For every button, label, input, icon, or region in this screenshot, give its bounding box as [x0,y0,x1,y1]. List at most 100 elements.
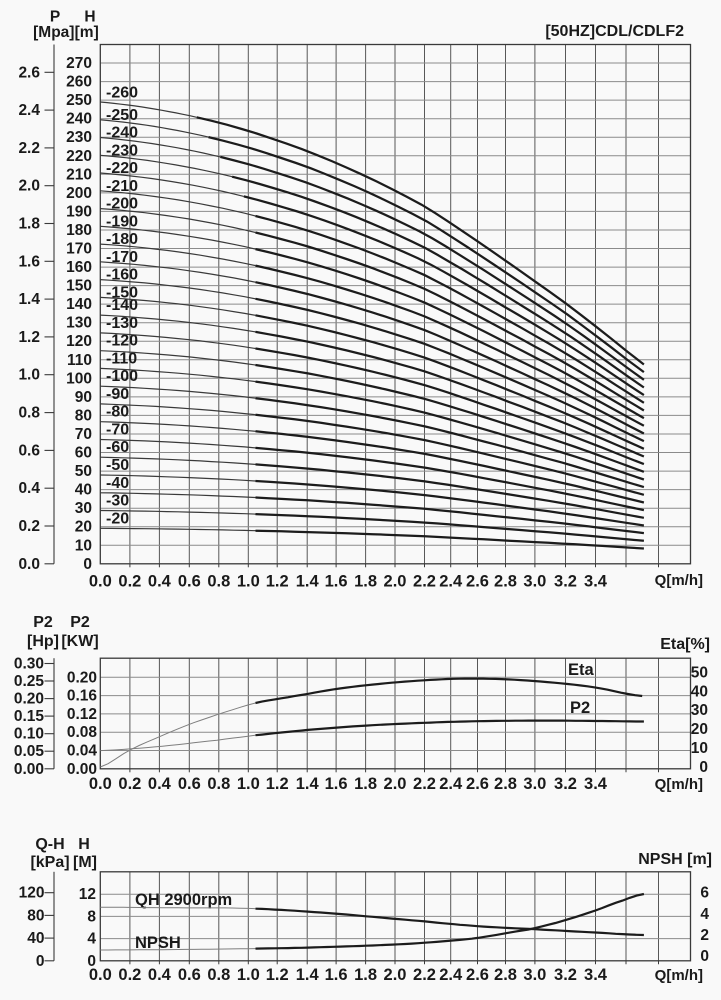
svg-text:[Hp]: [Hp] [27,633,59,650]
svg-text:2.0: 2.0 [384,775,407,793]
svg-text:270: 270 [66,55,92,72]
svg-text:1.8: 1.8 [354,573,377,591]
svg-text:0.4: 0.4 [148,966,172,984]
svg-text:0.25: 0.25 [14,673,45,690]
svg-text:3.0: 3.0 [523,573,546,591]
svg-text:0: 0 [700,948,709,965]
svg-text:2.4: 2.4 [18,102,40,119]
svg-text:NPSH [m]: NPSH [m] [638,851,712,868]
svg-text:1.2: 1.2 [18,329,40,346]
svg-text:-150: -150 [106,284,138,301]
svg-text:1.6: 1.6 [325,966,348,984]
svg-text:220: 220 [66,148,92,165]
svg-text:1.6: 1.6 [18,253,40,270]
svg-text:250: 250 [66,92,92,109]
svg-text:1.0: 1.0 [18,367,40,384]
svg-text:0.20: 0.20 [14,691,44,708]
svg-text:-230: -230 [106,142,138,159]
svg-text:-170: -170 [106,249,138,266]
svg-text:4: 4 [700,906,709,923]
svg-text:Q[m/h]: Q[m/h] [655,572,703,589]
svg-text:2.2: 2.2 [413,573,436,591]
svg-text:P2: P2 [70,614,90,631]
svg-text:2.0: 2.0 [384,966,407,984]
svg-text:0.8: 0.8 [207,775,230,793]
svg-text:60: 60 [75,445,92,462]
svg-text:-190: -190 [106,213,138,230]
svg-text:2.6: 2.6 [466,966,489,984]
svg-text:0.04: 0.04 [67,743,98,760]
svg-text:2: 2 [700,927,709,944]
svg-text:170: 170 [66,241,92,258]
svg-text:10: 10 [691,740,708,757]
svg-text:3.4: 3.4 [584,573,608,591]
svg-text:1.4: 1.4 [18,291,40,308]
svg-text:160: 160 [66,259,92,276]
svg-text:1.0: 1.0 [237,775,260,793]
svg-text:20: 20 [691,721,708,738]
svg-text:NPSH: NPSH [135,934,181,952]
svg-text:10: 10 [75,537,92,554]
svg-text:1.8: 1.8 [18,216,40,233]
svg-text:-120: -120 [106,333,138,350]
svg-text:0.6: 0.6 [178,966,201,984]
svg-text:-60: -60 [106,439,129,456]
svg-text:1.8: 1.8 [354,775,377,793]
svg-text:Q-H: Q-H [35,836,64,853]
svg-text:90: 90 [75,389,92,406]
svg-text:260: 260 [66,74,92,91]
svg-text:1.2: 1.2 [266,966,289,984]
svg-text:4: 4 [87,931,96,948]
svg-text:Q[m/h]: Q[m/h] [655,776,703,793]
svg-text:-140: -140 [106,297,138,314]
svg-text:2.6: 2.6 [18,64,40,81]
svg-text:3.2: 3.2 [554,573,577,591]
svg-text:3.0: 3.0 [523,966,546,984]
svg-text:3.2: 3.2 [554,966,577,984]
svg-text:2.0: 2.0 [384,573,407,591]
svg-text:[M]: [M] [73,854,97,871]
svg-text:0.12: 0.12 [67,706,97,723]
svg-text:0.05: 0.05 [14,743,45,760]
svg-text:0.4: 0.4 [148,775,172,793]
svg-text:0: 0 [83,556,92,573]
svg-text:P: P [50,9,60,26]
svg-text:-20: -20 [106,510,129,527]
svg-text:H: H [84,9,95,26]
svg-text:0.0: 0.0 [89,966,112,984]
svg-text:-210: -210 [106,178,138,195]
svg-text:1.4: 1.4 [296,775,320,793]
svg-text:40: 40 [27,930,44,947]
svg-text:-90: -90 [106,386,129,403]
svg-text:0.2: 0.2 [118,775,141,793]
svg-text:-180: -180 [106,231,138,248]
svg-text:2.4: 2.4 [439,966,463,984]
svg-text:0.8: 0.8 [207,573,230,591]
svg-text:0.6: 0.6 [178,573,201,591]
svg-text:120: 120 [66,333,92,350]
svg-text:0.20: 0.20 [67,669,97,686]
svg-text:-160: -160 [106,267,138,284]
svg-text:2.8: 2.8 [494,573,517,591]
svg-text:0.15: 0.15 [14,708,45,725]
svg-text:QH 2900rpm: QH 2900rpm [135,891,232,909]
svg-text:30: 30 [691,702,708,719]
svg-text:-30: -30 [106,493,129,510]
svg-text:0.4: 0.4 [148,573,172,591]
svg-text:-260: -260 [106,85,138,102]
svg-text:140: 140 [66,296,92,313]
svg-text:2.2: 2.2 [413,775,436,793]
svg-text:3.2: 3.2 [554,775,577,793]
svg-text:-80: -80 [106,404,129,421]
svg-text:-220: -220 [106,160,138,177]
svg-text:0.16: 0.16 [67,688,98,705]
svg-text:240: 240 [66,111,92,128]
svg-text:110: 110 [67,352,92,369]
svg-text:0: 0 [87,953,96,970]
svg-text:80: 80 [27,907,44,924]
svg-text:[KW]: [KW] [61,633,98,650]
svg-text:Q[m/h]: Q[m/h] [655,967,703,984]
svg-text:2.4: 2.4 [439,775,463,793]
svg-text:0.2: 0.2 [18,518,40,535]
svg-text:40: 40 [691,683,708,700]
